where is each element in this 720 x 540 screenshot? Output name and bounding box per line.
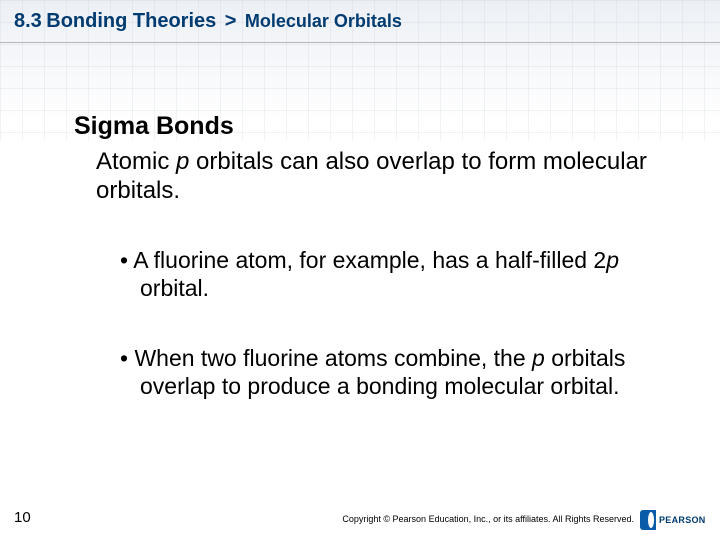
bullet-em: p xyxy=(532,345,545,371)
lead-prefix: Atomic xyxy=(96,148,176,175)
divider xyxy=(0,42,720,43)
lead-em: p xyxy=(176,148,189,175)
section-number: 8.3 xyxy=(14,10,42,32)
list-item: A fluorine atom, for example, has a half… xyxy=(120,246,650,302)
copyright-text: Copyright © Pearson Education, Inc., or … xyxy=(342,514,634,524)
breadcrumb-topic: Molecular Orbitals xyxy=(245,11,402,31)
bullet-em: p xyxy=(606,247,619,273)
bullet-text-pre: A fluorine atom, for example, has a half… xyxy=(133,247,606,273)
bullet-text-pre: When two fluorine atoms combine, the xyxy=(134,345,532,371)
lead-paragraph: Atomic p orbitals can also overlap to fo… xyxy=(96,148,650,206)
list-item: When two fluorine atoms combine, the p o… xyxy=(120,344,650,400)
slide: 8.3 Bonding Theories > Molecular Orbital… xyxy=(0,0,720,540)
breadcrumb-separator: > xyxy=(225,10,237,32)
bullet-list: A fluorine atom, for example, has a half… xyxy=(120,246,650,442)
page-number: 10 xyxy=(14,509,31,526)
logo-text: PEARSON xyxy=(656,515,706,525)
bullet-text-post: orbital. xyxy=(140,275,209,301)
subheading: Sigma Bonds xyxy=(74,112,234,141)
pearson-logo: PEARSON xyxy=(640,510,710,530)
logo-swoosh-icon xyxy=(640,510,656,530)
section-title: Bonding Theories xyxy=(46,10,216,32)
breadcrumb: 8.3 Bonding Theories > Molecular Orbital… xyxy=(14,10,402,33)
